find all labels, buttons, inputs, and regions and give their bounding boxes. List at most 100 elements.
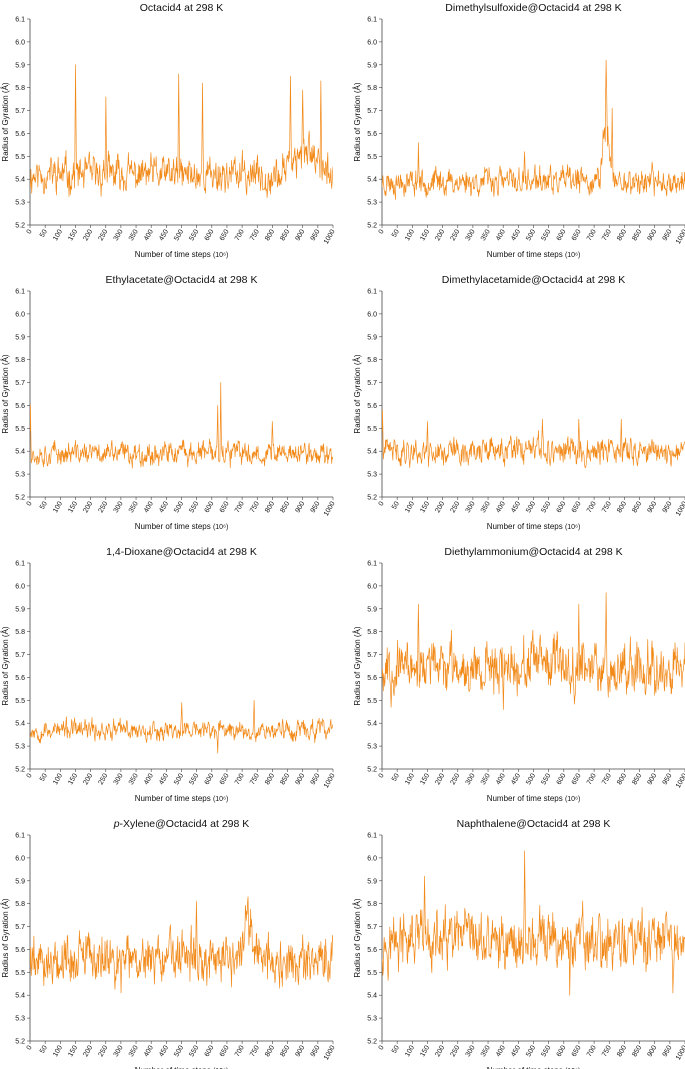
y-tick-label: 5.3 [367,1016,377,1023]
x-tick-label: 350 [128,228,140,242]
x-tick-label: 100 [52,228,64,242]
y-tick-label: 5.4 [367,993,377,1000]
data-series-line [30,699,333,754]
x-tick-label: 250 [98,228,110,242]
y-tick-label: 5.8 [367,357,377,364]
x-tick-label: 800 [264,228,276,242]
x-tick-label: 600 [204,228,216,242]
x-tick-label: 50 [39,1044,49,1054]
x-tick-label: 350 [480,500,492,514]
x-tick-label: 1000 [323,1044,337,1061]
x-tick-label: 300 [113,500,125,514]
y-axis-label: Radius of Gyration (Å) [1,354,10,433]
y-tick-label: 5.7 [367,380,377,387]
x-tick-label: 600 [556,772,568,786]
chart-panel-8: Naphthalene@Octacid4 at 298 K 5.2 5.3 5.4 5.… [353,818,685,1069]
x-tick-label: 950 [310,500,322,514]
y-tick-label: 6.0 [367,583,377,590]
x-tick-label: 750 [249,228,261,242]
x-tick-label: 50 [391,1044,401,1054]
x-tick-label: 400 [495,228,507,242]
x-tick-label: 50 [39,772,49,782]
x-axis-label: Number of time steps (10⁶) [487,522,581,531]
x-tick-label: 700 [234,228,246,242]
y-tick-label: 5.8 [15,901,25,908]
x-tick-label: 50 [391,228,401,238]
chart-panel-2: Dimethylsulfoxide@Octacid4 at 298 K 5.2 5.… [353,2,685,259]
x-tick-label: 1000 [323,500,337,517]
x-tick-label: 300 [465,228,477,242]
x-tick-label: 600 [556,500,568,514]
x-tick-label: 1000 [675,1044,685,1061]
y-tick-label: 5.9 [15,606,25,613]
x-axis-label-text: Number of time steps [135,250,213,259]
x-tick-label: 400 [143,500,155,514]
y-axis-label: Radius of Gyration (Å) [353,626,362,705]
x-tick-label: 150 [419,500,431,514]
x-tick-label: 950 [662,228,674,242]
x-tick-label: 100 [404,228,416,242]
x-axis-label-unit: (10⁶) [565,252,580,259]
chart-title-text: Octacid4 at 298 K [140,2,223,14]
x-tick-label: 900 [647,500,659,514]
x-tick-label: 850 [279,500,291,514]
x-tick-label: 500 [173,1044,185,1058]
chart-title: p-Xylene@Octacid4 at 298 K [113,818,250,830]
y-tick-label: 6.1 [367,289,377,296]
x-tick-label: 900 [647,1044,659,1058]
y-tick-label: 5.7 [367,924,377,931]
x-tick-label: 850 [631,1044,643,1058]
x-tick-label: 500 [173,228,185,242]
x-tick-label: 400 [143,1044,155,1058]
x-tick-label: 400 [495,1044,507,1058]
x-tick-label: 200 [434,1044,446,1058]
x-tick-label: 450 [158,1044,170,1058]
x-tick-label: 250 [450,228,462,242]
chart-title-text: 1,4-Dioxane@Octacid4 at 298 K [106,546,257,558]
x-tick-label: 950 [310,228,322,242]
x-tick-label: 400 [143,772,155,786]
x-tick-label: 0 [26,1044,34,1051]
y-tick-label: 6.0 [367,39,377,46]
x-tick-label: 800 [616,500,628,514]
chart-title-text: Naphthalene@Octacid4 at 298 K [457,818,611,830]
x-tick-label: 550 [188,228,200,242]
y-tick-label: 5.8 [15,357,25,364]
y-tick-label: 5.5 [15,970,25,977]
x-tick-label: 400 [143,228,155,242]
y-tick-label: 5.5 [367,426,377,433]
x-tick-label: 750 [601,772,613,786]
y-tick-label: 5.2 [367,495,377,502]
y-axis-label: Radius of Gyration (Å) [353,82,362,161]
x-tick-label: 0 [26,772,34,779]
x-tick-label: 300 [113,772,125,786]
x-tick-label: 800 [264,772,276,786]
x-tick-label: 350 [480,1044,492,1058]
y-tick-label: 5.6 [15,131,25,138]
x-tick-label: 250 [450,1044,462,1058]
x-tick-label: 600 [556,228,568,242]
y-tick-label: 5.8 [15,85,25,92]
x-axis-label-text: Number of time steps [135,522,213,531]
x-tick-label: 700 [586,500,598,514]
y-tick-label: 5.9 [367,878,377,885]
x-tick-label: 850 [279,228,291,242]
x-axis-label-text: Number of time steps [135,1066,213,1069]
x-tick-label: 700 [234,500,246,514]
chart-panel-4: Dimethylacetamide@Octacid4 at 298 K 5.2 5.… [353,274,685,531]
y-tick-label: 5.4 [15,449,25,456]
x-axis-label-unit: (10⁶) [213,252,228,259]
x-tick-label: 550 [540,228,552,242]
x-tick-label: 450 [158,772,170,786]
chart-title-italic-prefix: p [113,818,120,830]
x-tick-label: 1000 [675,228,685,245]
y-tick-label: 5.8 [15,629,25,636]
y-tick-label: 5.9 [367,62,377,69]
y-tick-label: 5.7 [367,108,377,115]
x-tick-label: 150 [67,1044,79,1058]
y-tick-label: 5.5 [15,154,25,161]
y-tick-label: 5.7 [15,108,25,115]
y-tick-label: 5.9 [15,62,25,69]
